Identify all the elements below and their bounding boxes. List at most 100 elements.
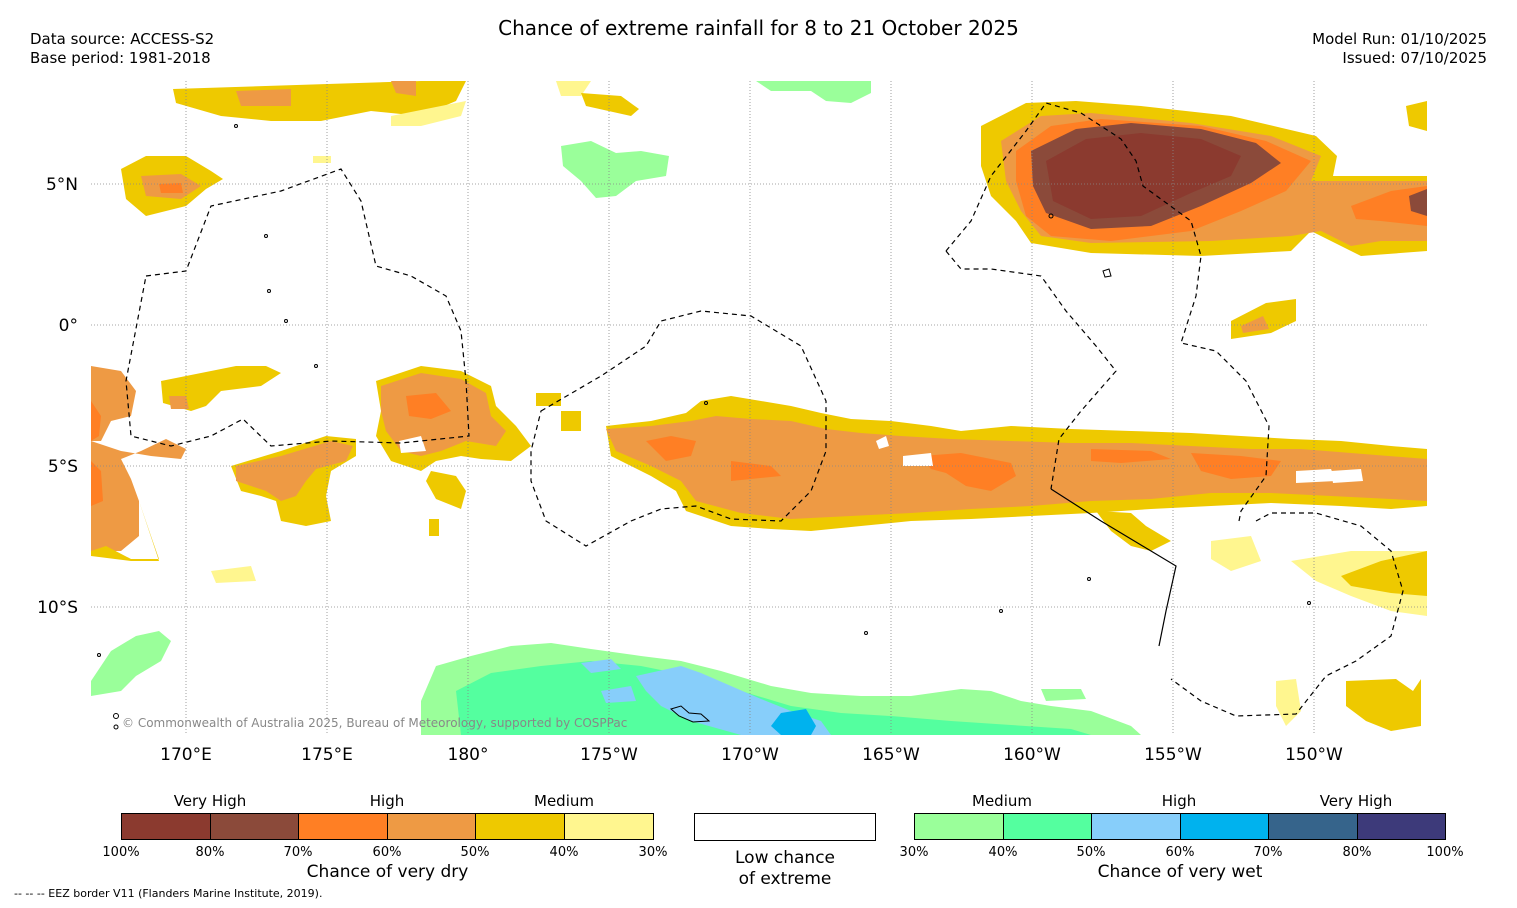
dry-tick: 70% (283, 845, 313, 860)
base-period: Base period: 1981-2018 (30, 49, 211, 67)
dry-region (159, 183, 183, 193)
dry-region (91, 501, 159, 561)
data-source: Data source: ACCESS-S2 (30, 30, 215, 48)
wet-swatch (915, 814, 1004, 839)
dry-region (1409, 189, 1427, 216)
dry-region (1096, 511, 1171, 551)
dry-region (313, 156, 331, 163)
dry-swatch (565, 814, 653, 839)
wet-swatch (1181, 814, 1269, 839)
wet-tick: 100% (1426, 845, 1464, 860)
eez-border (945, 102, 1270, 522)
lon-label: 155°W (1144, 745, 1202, 765)
wet-tick: 50% (1076, 845, 1106, 860)
data-info: Data source: ACCESS-S2 Base period: 1981… (30, 30, 214, 68)
dry-region (1276, 679, 1301, 726)
dry-region (1241, 316, 1269, 333)
dry-legend-title: Chance of very dry (306, 862, 469, 882)
eez-solid (1050, 488, 1177, 647)
lon-label: 175°E (301, 745, 353, 765)
island (1087, 577, 1091, 581)
copyright-notice: © Commonwealth of Australia 2025, Bureau… (122, 716, 628, 730)
dry-region (161, 366, 281, 411)
dry-category-label: High (369, 792, 405, 810)
low-chance-line1: Low chance (735, 848, 835, 868)
dry-tick: 40% (549, 845, 579, 860)
wet-tick: 80% (1342, 845, 1372, 860)
dry-swatch (211, 814, 299, 839)
island (314, 364, 318, 368)
lat-label: 5°N (45, 175, 78, 195)
wet-colorbar (914, 813, 1446, 840)
dry-region (1341, 551, 1427, 596)
dry-region (556, 81, 591, 96)
island (284, 319, 288, 323)
lon-label: 160°W (1003, 745, 1061, 765)
dry-region (1046, 133, 1241, 219)
gap (1296, 469, 1336, 483)
dry-region (406, 393, 451, 419)
eez-border (945, 250, 1117, 490)
lon-label: 175°W (580, 745, 638, 765)
lat-label: 10°S (37, 598, 78, 618)
lon-label: 150°W (1285, 745, 1343, 765)
wet-swatch (1092, 814, 1181, 839)
wet-region (771, 709, 816, 735)
dry-colorbar (121, 813, 654, 840)
islands (97, 124, 1311, 730)
wet-regions (91, 81, 1141, 735)
gridlines (91, 81, 1427, 735)
dry-region (211, 566, 256, 583)
dry-region (581, 93, 639, 116)
island (669, 705, 711, 723)
run-info: Model Run: 01/10/2025 Issued: 07/10/2025 (1312, 30, 1487, 68)
dry-tick: 30% (638, 845, 668, 860)
dry-tick: 100% (102, 845, 140, 860)
island (864, 631, 868, 635)
lon-label: 170°W (721, 745, 779, 765)
island (234, 124, 238, 128)
dry-region (606, 416, 1427, 519)
dry-region (381, 373, 506, 456)
eez-border (125, 168, 470, 447)
gap (1331, 469, 1363, 483)
dry-tick: 80% (195, 845, 225, 860)
dry-region (1346, 679, 1421, 731)
island (704, 401, 708, 405)
lat-label: 0° (58, 316, 78, 336)
dry-region (91, 401, 103, 506)
issued-date: Issued: 07/10/2025 (1342, 49, 1487, 67)
wet-swatch (1004, 814, 1092, 839)
lat-label: 5°S (47, 457, 78, 477)
dry-region (1351, 186, 1427, 226)
island (999, 609, 1003, 613)
dry-region (536, 393, 581, 431)
dry-region (426, 471, 466, 509)
island (1048, 213, 1054, 219)
wet-category-label: High (1161, 792, 1197, 810)
dry-swatch (388, 814, 476, 839)
low-chance-label: Low chance of extreme (694, 848, 876, 890)
island (113, 713, 119, 719)
wet-tick: 40% (988, 845, 1018, 860)
dry-category-label: Medium (534, 792, 594, 810)
lon-label: 165°W (862, 745, 920, 765)
dry-region (236, 441, 353, 501)
dry-swatch (122, 814, 211, 839)
dry-region (429, 519, 439, 536)
wet-region (756, 81, 871, 103)
wet-region (456, 661, 1091, 735)
wet-tick: 60% (1165, 845, 1195, 860)
dry-category-label: Very High (173, 792, 247, 810)
wet-region (561, 141, 669, 198)
low-chance-line2: of extreme (738, 869, 832, 889)
dry-region (1406, 101, 1427, 131)
white-gaps (399, 436, 1363, 483)
dry-region (391, 101, 466, 126)
dry-region (236, 81, 416, 106)
dry-swatch (476, 814, 565, 839)
eez-borders (125, 102, 1404, 717)
dry-region (1211, 536, 1261, 571)
dry-tick: 60% (372, 845, 402, 860)
lon-label: 170°E (160, 745, 212, 765)
